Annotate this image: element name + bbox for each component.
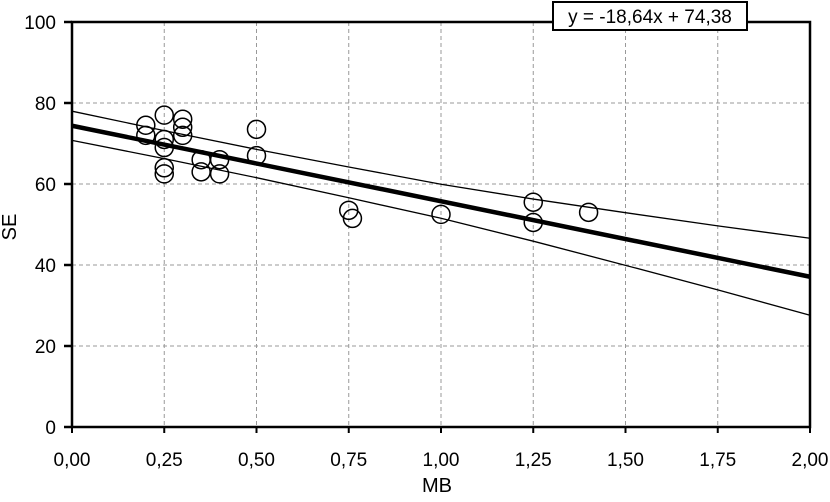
- y-tick-label: 80: [35, 94, 56, 115]
- x-tick-label: 1,00: [423, 450, 460, 471]
- x-tick-label: 1,50: [607, 450, 644, 471]
- data-point: [191, 162, 211, 182]
- data-point: [154, 158, 174, 178]
- plot-data-layer: 0,00 0,25 0,50 0,75 1,00 1,25 1,50 1,75 2,00 0 20 4…: [24, 13, 828, 471]
- regression-line: [71, 123, 811, 279]
- data-point: [172, 125, 193, 146]
- y-tick-label: 20: [35, 337, 56, 358]
- y-tick-label: 60: [35, 175, 56, 196]
- x-tick-label: 1,75: [699, 450, 736, 471]
- data-point: [209, 164, 230, 184]
- data-point: [431, 204, 451, 225]
- confidence-upper-line: [71, 110, 811, 239]
- equation-label: y = -18,64x + 74,38: [568, 7, 732, 28]
- data-point: [172, 109, 193, 129]
- data-point: [342, 208, 363, 229]
- y-tick-label: 100: [24, 13, 56, 34]
- x-axis-title: MB: [422, 475, 452, 497]
- data-point: [136, 125, 156, 146]
- data-point: [246, 119, 267, 140]
- y-tick-label: 0: [45, 418, 56, 439]
- data-point: [523, 212, 543, 233]
- data-point: [154, 164, 174, 184]
- data-point: [154, 129, 174, 150]
- x-tick-label: 2,00: [792, 450, 829, 471]
- data-point: [154, 137, 174, 158]
- x-tick-label: 0,75: [330, 450, 367, 471]
- gridlines: [72, 22, 810, 427]
- data-point: [578, 202, 599, 223]
- data-point: [136, 115, 156, 136]
- data-point: [154, 105, 174, 125]
- x-tick-label: 0,50: [238, 450, 275, 471]
- data-point: [209, 149, 230, 170]
- x-tick-label: 1,25: [515, 450, 552, 471]
- equation-box: [552, 1, 748, 31]
- y-axis-title: SE: [0, 214, 21, 241]
- data-point: [246, 145, 267, 166]
- data-point: [523, 192, 543, 212]
- x-tick-label: 0,25: [146, 450, 183, 471]
- data-point: [172, 117, 193, 138]
- y-tick-label: 40: [35, 256, 56, 277]
- x-tick-label: 0,00: [54, 450, 91, 471]
